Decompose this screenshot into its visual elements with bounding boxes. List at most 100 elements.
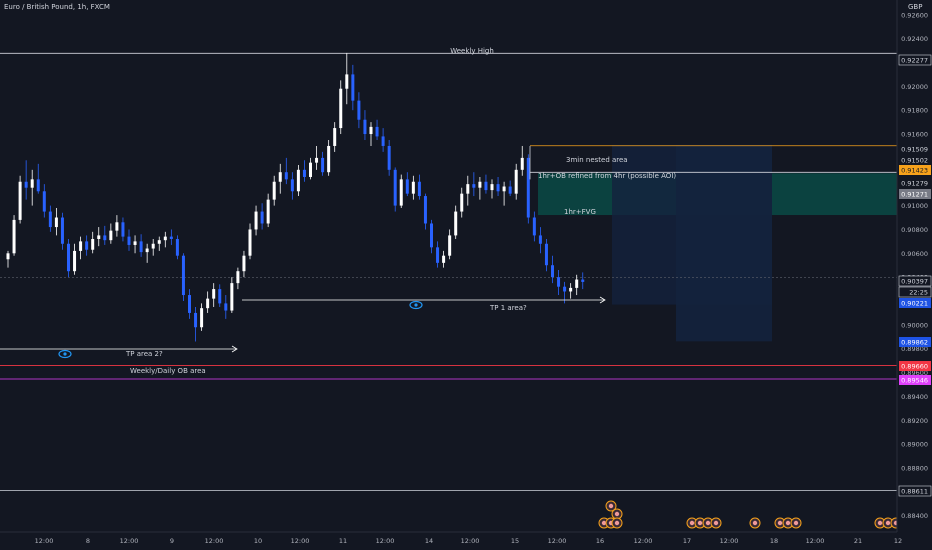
- candle-body: [520, 157, 524, 170]
- candle-body: [369, 126, 373, 135]
- price-label-box: [899, 189, 931, 199]
- price-label-text: 0.91502: [901, 157, 928, 165]
- candle-body: [327, 145, 331, 173]
- candle-body: [351, 74, 355, 101]
- candle-body: [97, 235, 101, 239]
- candle-body: [375, 126, 379, 137]
- candle-body: [399, 179, 403, 206]
- candle-body: [345, 74, 349, 89]
- candle-body: [127, 236, 131, 245]
- candle-body: [272, 181, 276, 200]
- price-tick-label: 0.89200: [901, 417, 928, 425]
- candle-body: [151, 243, 155, 249]
- candle-body: [79, 241, 83, 251]
- price-tick-label: 0.89000: [901, 441, 928, 449]
- candle-body: [296, 169, 300, 192]
- time-tick-label: 12:00: [291, 537, 310, 545]
- candle-body: [169, 236, 173, 239]
- price-tick-label: 0.92400: [901, 35, 928, 43]
- symbol-title[interactable]: Euro / British Pound, 1h, FXCM: [4, 3, 110, 11]
- price-tick-label: 0.91800: [901, 107, 928, 115]
- candle-body: [532, 217, 536, 236]
- candle-body: [48, 211, 52, 228]
- event-flag-icon: [777, 520, 783, 526]
- candle-body: [163, 236, 167, 241]
- three-min-label: 3min nested area: [566, 156, 628, 164]
- candle-body: [496, 184, 500, 192]
- weekly-high-label: Weekly High: [450, 47, 494, 55]
- price-tick-label: 0.92600: [901, 11, 928, 19]
- candle-body: [472, 184, 476, 188]
- price-label-text: 22:25: [909, 289, 928, 297]
- price-label-text: 0.91423: [901, 167, 928, 175]
- candle-body: [436, 247, 440, 263]
- price-label-text: 0.91271: [901, 191, 928, 199]
- candle-body: [333, 128, 337, 146]
- time-tick-label: 12:00: [806, 537, 825, 545]
- candle-body: [454, 211, 458, 236]
- tp1-eye-icon: [409, 300, 423, 310]
- time-tick-label: 12:00: [35, 537, 54, 545]
- event-flag-icon: [614, 520, 620, 526]
- candle-body: [466, 184, 470, 194]
- candle-body: [387, 145, 391, 170]
- event-flag-icon: [713, 520, 719, 526]
- price-label-box: [899, 155, 931, 165]
- price-tick-label: 0.90600: [901, 250, 928, 258]
- price-label-box: [898, 54, 932, 66]
- time-axis-background: [0, 532, 932, 550]
- currency-label[interactable]: GBP: [908, 3, 923, 11]
- candle-body: [121, 222, 125, 237]
- tp2-eye-icon-pupil: [63, 352, 67, 356]
- candle-body: [321, 157, 325, 173]
- event-flag-icon: [697, 520, 703, 526]
- price-label-box: [899, 144, 931, 154]
- candle-body: [278, 172, 282, 182]
- candle-body: [54, 217, 58, 228]
- candle-body: [67, 243, 70, 272]
- candle-body: [206, 298, 210, 309]
- candle-body: [557, 277, 561, 287]
- candle-body: [254, 211, 258, 230]
- candle-body: [60, 217, 64, 244]
- price-label-box: [898, 286, 932, 298]
- time-tick-label: 12:00: [720, 537, 739, 545]
- event-flag-icon: [608, 503, 614, 509]
- time-tick-label: 12:00: [548, 537, 567, 545]
- candle-body: [139, 241, 143, 253]
- candle-body: [218, 289, 222, 304]
- event-flag-icon: [885, 520, 891, 526]
- price-label-text: 0.89862: [901, 339, 928, 347]
- price-label-text: 0.90221: [901, 300, 928, 308]
- candle-body: [430, 223, 433, 248]
- event-flag-icon: [614, 511, 620, 517]
- candle-body: [460, 193, 464, 212]
- price-tick-label: 0.91000: [901, 202, 928, 210]
- price-label-box: [899, 361, 931, 371]
- tp2-arrow-head: [231, 345, 238, 353]
- time-tick-label: 14: [425, 537, 433, 545]
- candle-body: [85, 241, 89, 250]
- time-tick-label: 12:00: [461, 537, 480, 545]
- event-flag-icon: [793, 520, 799, 526]
- tp1-label: TP 1 area?: [489, 304, 527, 312]
- event-flag-icon: [705, 520, 711, 526]
- candle-body: [242, 255, 246, 272]
- candle-body: [423, 196, 427, 224]
- candle-body: [490, 184, 494, 191]
- candle-body: [544, 243, 548, 266]
- price-label-text: 0.90397: [901, 278, 928, 286]
- price-tick-label: 0.88400: [901, 512, 928, 520]
- candle-body: [405, 179, 409, 194]
- price-tick-label: 0.90800: [901, 226, 928, 234]
- candle-body: [526, 157, 530, 218]
- tp2-label: TP area 2?: [125, 350, 163, 358]
- candle-body: [339, 88, 343, 129]
- candle-body: [575, 279, 579, 288]
- candle-body: [12, 219, 16, 254]
- event-flag-icon: [877, 520, 883, 526]
- price-label-box: [899, 375, 931, 385]
- price-label-text: 0.89546: [901, 377, 928, 385]
